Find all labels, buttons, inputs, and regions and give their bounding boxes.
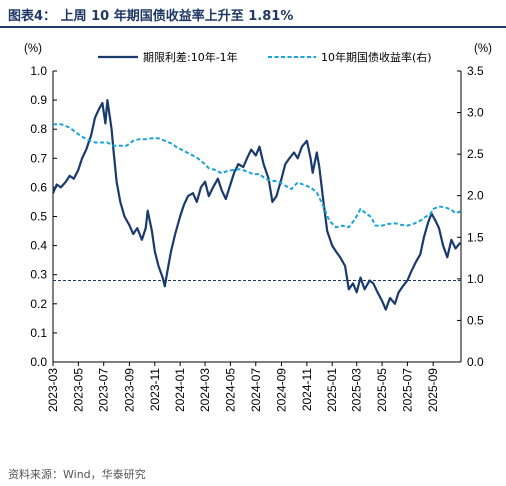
x-tick-label: 2023-05 [71,368,85,412]
x-tick-label: 2025-09 [426,368,440,412]
x-tick-label: 2023-09 [122,368,136,412]
left-tick-label: 0.3 [30,268,47,282]
left-tick-label: 0.9 [30,93,47,107]
series-layer [51,99,462,311]
x-tick-label: 2025-05 [375,368,389,412]
right-tick-label: 0.5 [467,313,484,327]
x-tick-label: 2025-03 [350,368,364,412]
x-tick-label: 2024-07 [249,368,263,412]
series-line-spread [51,99,462,311]
x-tick-label: 2024-09 [275,368,289,412]
x-tick-label: 2023-07 [97,368,111,412]
left-tick-label: 0.8 [30,122,47,136]
left-tick-label: 0.5 [30,210,47,224]
title-underline [0,26,506,28]
source-note: 资料来源：Wind，华泰研究 [8,468,146,481]
chart-legend: 期限利差:10年-1年 10年期国债收益率(右) [98,50,432,64]
left-tick-label: 0.1 [30,326,47,340]
x-tick-label: 2023-11 [148,368,162,411]
x-tick-label: 2024-03 [198,368,212,412]
right-tick-label: 2.0 [467,189,484,203]
line-chart: 0.0 0.1 0.2 0.3 0.4 0.5 0.6 0.7 0.8 0.9 1.0 (%) 0.0 0… [24,43,492,412]
legend-label-spread: 期限利差:10年-1年 [143,50,238,64]
left-tick-label: 0.7 [30,151,47,165]
right-tick-label: 2.5 [467,147,484,161]
left-tick-label: 0.4 [30,239,47,253]
right-tick-label: 0.0 [467,355,484,369]
left-tick-label: 0.2 [30,297,47,311]
right-tick-label: 3.0 [467,106,484,120]
x-tick-label: 2025-01 [325,368,339,412]
right-axis-unit: (%) [474,43,492,55]
figure-title: 图表4： 上周 10 年期国债收益率上升至 1.81% [8,9,294,24]
x-tick-label: 2023-03 [46,368,60,412]
right-tick-label: 1.0 [467,272,484,286]
left-axis-unit: (%) [24,43,42,55]
left-tick-label: 0.0 [30,355,47,369]
right-tick-label: 3.5 [467,64,484,78]
x-tick-label: 2024-05 [223,368,237,412]
chart-axes: 0.0 0.1 0.2 0.3 0.4 0.5 0.6 0.7 0.8 0.9 1.0 (%) 0.0 0… [24,43,492,412]
legend-label-yield: 10年期国债收益率(右) [321,50,432,64]
x-tick-label: 2025-07 [400,368,414,412]
left-tick-label: 1.0 [30,64,47,78]
left-tick-label: 0.6 [30,180,47,194]
right-tick-label: 1.5 [467,230,484,244]
series-line-yield [53,123,461,229]
x-tick-label: 2024-11 [300,368,314,411]
x-tick-label: 2024-01 [173,368,187,412]
